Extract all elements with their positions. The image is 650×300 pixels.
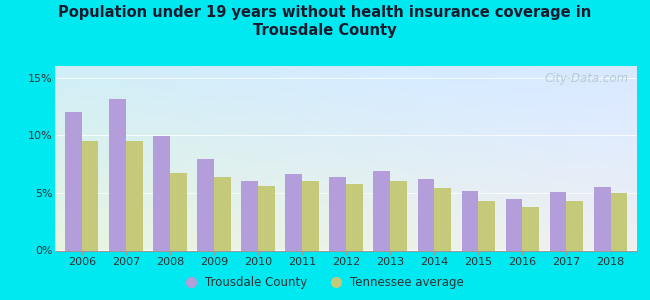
Bar xyxy=(550,192,567,250)
Bar xyxy=(214,177,231,250)
Bar xyxy=(567,201,583,250)
Bar xyxy=(241,181,258,250)
Text: City-Data.com: City-Data.com xyxy=(544,71,629,85)
Bar xyxy=(462,190,478,250)
Bar xyxy=(390,181,407,250)
Bar xyxy=(82,141,98,250)
Legend: Trousdale County, Tennessee average: Trousdale County, Tennessee average xyxy=(181,272,469,294)
Bar xyxy=(330,177,346,250)
Bar xyxy=(434,188,451,250)
Bar xyxy=(506,199,523,250)
Bar xyxy=(125,141,142,250)
Bar xyxy=(170,173,187,250)
Bar xyxy=(594,187,610,250)
Bar xyxy=(478,201,495,250)
Bar xyxy=(285,174,302,250)
Bar xyxy=(153,136,170,250)
Bar xyxy=(65,112,82,250)
Bar xyxy=(197,159,214,250)
Bar xyxy=(346,184,363,250)
Bar xyxy=(374,171,390,250)
Bar xyxy=(610,193,627,250)
Text: Population under 19 years without health insurance coverage in
Trousdale County: Population under 19 years without health… xyxy=(58,4,592,38)
Bar xyxy=(523,207,539,250)
Bar xyxy=(417,179,434,250)
Bar xyxy=(302,181,318,250)
Bar xyxy=(109,99,125,250)
Bar xyxy=(258,186,275,250)
